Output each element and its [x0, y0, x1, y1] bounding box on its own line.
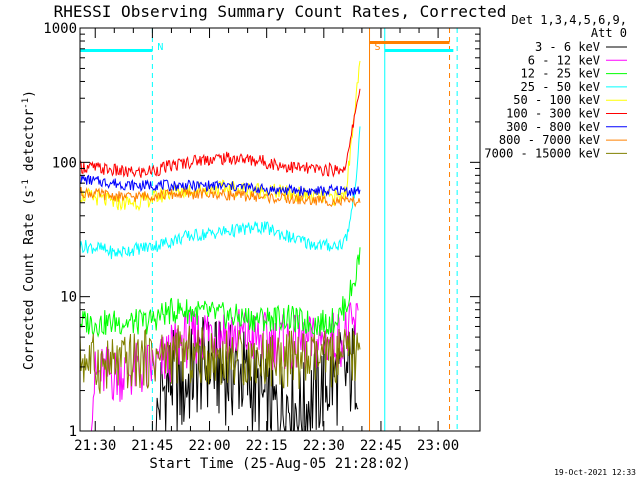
series-line-800-7000keV: [79, 187, 361, 208]
legend-title-1: Det 1,3,4,5,6,9,: [511, 13, 627, 27]
y-tick-label-2: 100: [52, 155, 77, 171]
x-axis-label: Start Time (25-Aug-05 21:28:02): [149, 456, 410, 472]
plot-frame: [79, 27, 481, 432]
x-tick-label-4: 22:30: [303, 438, 345, 454]
x-tick-label-1: 21:45: [131, 438, 173, 454]
y-tick-label-1: 10: [60, 290, 77, 306]
x-tick-label-2: 22:00: [188, 438, 230, 454]
legend-label-4: 50 - 100 keV: [513, 93, 600, 107]
series-line-3-6keV: [155, 316, 359, 432]
legend-label-6: 300 - 800 keV: [506, 120, 600, 134]
legend-label-5: 100 - 300 keV: [506, 107, 600, 121]
legend-label-3: 25 - 50 keV: [521, 80, 600, 94]
y-tick-label-3: 1000: [43, 21, 77, 37]
x-tick-label-0: 21:30: [74, 438, 116, 454]
flag-marker-N: N: [157, 42, 163, 53]
series-line-12-25keV: [79, 247, 361, 338]
axes: 21:30 21:45 22:00 22:15 22:30 22:45 23:00 1 10 10…: [43, 21, 480, 454]
series-line-50-100keV: [79, 60, 361, 212]
flag-marker-S: S: [375, 42, 381, 53]
legend-title-2: Att 0: [591, 26, 627, 40]
y-axis-label-sup2: -1: [21, 98, 31, 109]
x-tick-label-3: 22:15: [246, 438, 288, 454]
y-axis-label-main: Corrected Count Rate (s: [22, 190, 37, 370]
series-line-6-12keV: [90, 302, 359, 432]
series-line-300-800keV: [79, 174, 361, 198]
y-tick-label-0: 1: [69, 424, 77, 440]
y-axis-label-sup1: -1: [21, 179, 31, 190]
legend-label-2: 12 - 25 keV: [521, 67, 600, 81]
footer-date: 19-Oct-2021 12:33: [554, 468, 636, 477]
series-line-7000-15000keV: [79, 325, 361, 394]
x-tick-label-6: 23:00: [417, 438, 459, 454]
series-line-100-300keV: [79, 88, 361, 178]
y-axis-label-end: ): [22, 90, 37, 98]
y-axis-label: Corrected Count Rate (s-1 detector-1): [21, 90, 37, 370]
chart-title: RHESSI Observing Summary Count Rates, Co…: [54, 2, 507, 21]
x-tick-label-5: 22:45: [360, 438, 402, 454]
series-line-25-50keV: [79, 126, 361, 260]
legend-label-7: 800 - 7000 keV: [499, 133, 600, 147]
legend-label-0: 3 - 6 keV: [535, 40, 600, 54]
y-axis-label-mid: detector: [22, 109, 37, 180]
legend-label-1: 6 - 12 keV: [528, 53, 600, 67]
legend-label-8: 7000 - 15000 keV: [484, 146, 600, 160]
